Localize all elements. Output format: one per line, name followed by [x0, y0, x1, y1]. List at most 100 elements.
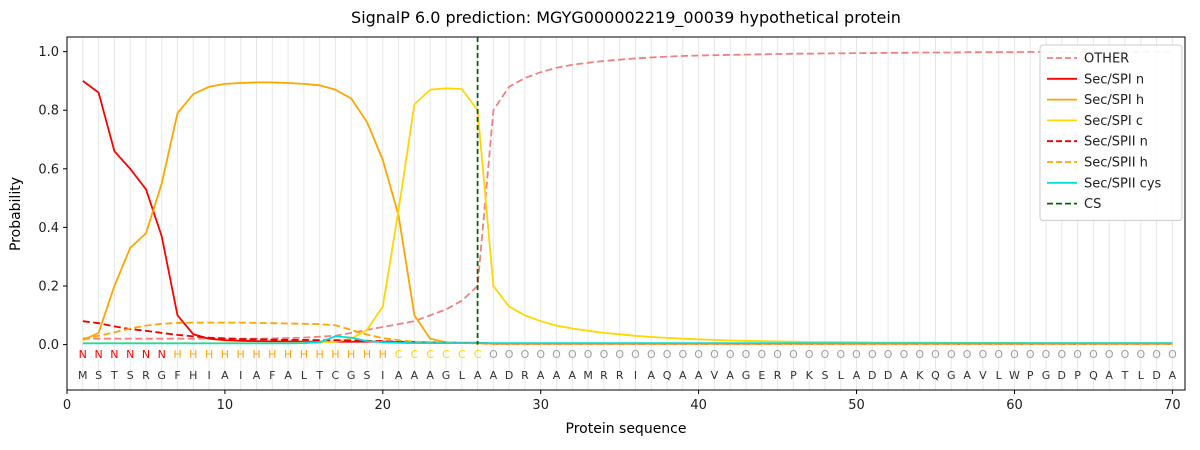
region-letter: O [694, 348, 703, 361]
sequence-letter: K [806, 369, 814, 382]
region-letter: O [536, 348, 545, 361]
sequence-letter: S [95, 369, 102, 382]
sequence-letter: A [221, 369, 229, 382]
sequence-letter: T [110, 369, 118, 382]
x-axis-ticks: 0 10 20 30 40 50 60 70 [63, 390, 1181, 413]
region-letter: O [1010, 348, 1019, 361]
sequence-letter: R [616, 369, 624, 382]
legend-label-sec-spii-cys: Sec/SPII cys [1084, 176, 1162, 191]
region-letter: H [379, 348, 387, 361]
sequence-letter: A [853, 369, 861, 382]
sequence-letter: C [332, 369, 340, 382]
sequence-letter: S [822, 369, 829, 382]
region-letter: O [631, 348, 640, 361]
x-axis-label: Protein sequence [565, 421, 687, 437]
legend-box [1039, 44, 1183, 221]
y-tick-label: 0.6 [38, 162, 59, 177]
sequence-letter: A [411, 369, 419, 382]
region-letter: O [489, 348, 498, 361]
sequence-letter: A [490, 369, 498, 382]
sequence-letter: A [569, 369, 577, 382]
region-letter: H [363, 348, 371, 361]
region-letter: O [836, 348, 845, 361]
gridlines [82, 37, 1173, 390]
x-tick-label: 70 [1164, 398, 1181, 413]
sequence-letter: L [459, 369, 466, 382]
region-letter: H [300, 348, 308, 361]
region-letter: O [1026, 348, 1035, 361]
region-letter: O [1089, 348, 1098, 361]
plot-border [66, 36, 1186, 391]
region-letter: H [331, 348, 339, 361]
sequence-letter: I [239, 369, 242, 382]
region-letter: O [915, 348, 924, 361]
region-letter: C [411, 348, 419, 361]
sequence-letter: A [284, 369, 292, 382]
sequence-letter: Q [663, 369, 672, 382]
sequence-letter: A [648, 369, 656, 382]
region-letter: H [268, 348, 276, 361]
sequence-letter: A [1169, 369, 1177, 382]
legend-label-sec-spii-n: Sec/SPII n [1084, 135, 1148, 150]
sequence-letter: S [364, 369, 371, 382]
series-other [82, 50, 1173, 340]
region-letter: C [474, 348, 482, 361]
region-letter: N [94, 348, 102, 361]
legend: OTHER Sec/SPI n Sec/SPI h Sec/SPI c Sec/SPII… [1039, 44, 1183, 221]
sequence-letter: V [711, 369, 719, 382]
region-letter: H [252, 348, 260, 361]
region-letter: O [710, 348, 719, 361]
sequence-letter: D [505, 369, 513, 382]
sequence-letter: D [884, 369, 892, 382]
y-tick-label: 1.0 [38, 45, 59, 60]
region-letter: N [142, 348, 150, 361]
region-letter: N [110, 348, 118, 361]
sequence-letter: A [474, 369, 482, 382]
region-letter: O [568, 348, 577, 361]
region-letter: O [505, 348, 514, 361]
x-tick-label: 10 [217, 398, 234, 413]
sequence-letter: T [1121, 369, 1129, 382]
y-tick-label: 0.4 [38, 221, 59, 236]
region-letter: O [1073, 348, 1082, 361]
series-sec-spii-cys [82, 335, 1173, 345]
sequence-letter: P [790, 369, 797, 382]
sequence-letter: G [1042, 369, 1051, 382]
sequence-letter: Q [931, 369, 940, 382]
sequence-letter: G [157, 369, 166, 382]
region-letter: O [757, 348, 766, 361]
sequence-letter: A [900, 369, 908, 382]
sequence-letter: R [142, 369, 150, 382]
region-letter: O [1168, 348, 1177, 361]
region-letter: N [158, 348, 166, 361]
region-letter: O [678, 348, 687, 361]
region-letter: H [205, 348, 213, 361]
sequence-letter: D [1058, 369, 1066, 382]
region-letter: C [426, 348, 434, 361]
region-letter: O [647, 348, 656, 361]
y-tick-label: 0.8 [38, 104, 59, 119]
sequence-letter: E [758, 369, 765, 382]
region-letter: H [221, 348, 229, 361]
region-letter: H [237, 348, 245, 361]
y-tick-label: 0.2 [38, 280, 59, 295]
legend-label-cs: CS [1084, 197, 1101, 212]
y-axis-label: Probability [8, 177, 24, 252]
region-letter: O [900, 348, 909, 361]
sequence-letter: L [996, 369, 1003, 382]
series-sec-spi-n [82, 80, 1173, 345]
region-letter: O [852, 348, 861, 361]
sequence-letter: G [442, 369, 451, 382]
sequence-letter: T [315, 369, 323, 382]
region-letter: O [1152, 348, 1161, 361]
region-letter: O [726, 348, 735, 361]
sequence-letter: V [979, 369, 987, 382]
region-letter: O [773, 348, 782, 361]
y-axis-ticks: 0.0 0.2 0.4 0.6 0.8 1.0 [38, 45, 67, 353]
sequence-letter: A [253, 369, 261, 382]
sequence-letter: L [838, 369, 845, 382]
y-tick-label: 0.0 [38, 338, 59, 353]
sequence-letter: I [207, 369, 210, 382]
